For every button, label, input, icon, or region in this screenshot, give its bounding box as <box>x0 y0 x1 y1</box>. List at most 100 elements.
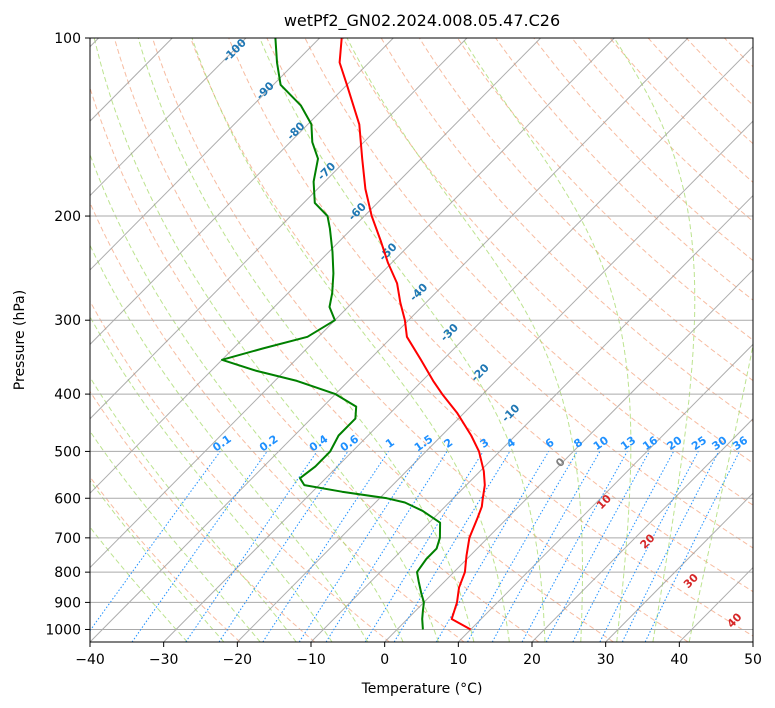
isotherm-line <box>90 38 689 642</box>
isotherm-line <box>236 120 753 642</box>
dry-adiabat-label: -80 <box>284 119 307 142</box>
mixing-ratio-label: 1 <box>383 436 397 451</box>
dry-adiabat-line <box>190 38 753 637</box>
moist-adiabat-line <box>90 315 333 642</box>
mixing-ratio-line <box>185 451 318 642</box>
moist-adiabat-line <box>90 244 369 642</box>
mixing-ratio-line <box>599 451 699 642</box>
moist-adiabat-label: 0 <box>553 455 568 470</box>
y-tick-label: 500 <box>54 444 81 460</box>
temperature-line <box>338 38 486 631</box>
dry-adiabat-line <box>113 38 614 642</box>
dry-adiabat-line <box>647 38 753 145</box>
y-tick-label: 700 <box>54 531 81 547</box>
y-tick-label: 600 <box>54 491 81 507</box>
mixing-ratio-line <box>644 451 741 642</box>
plot-frame <box>89 37 754 643</box>
mixing-ratio-label: 6 <box>543 436 557 451</box>
chart-title: wetPf2_GN02.2024.008.05.47.C26 <box>284 11 560 31</box>
mixing-ratio-line <box>545 451 650 642</box>
isotherm-line <box>310 194 753 642</box>
dry-adiabat-line <box>90 86 540 642</box>
mixing-ratio-line <box>90 451 221 632</box>
mixing-ratio-label: 4 <box>504 436 518 451</box>
isotherm-line <box>163 46 753 642</box>
x-tick-label: 20 <box>523 652 541 668</box>
mixing-ratio-label: 30 <box>710 433 730 453</box>
dry-adiabat-line <box>571 38 753 222</box>
mixing-ratio-line <box>491 451 601 642</box>
dry-adiabat-label: -100 <box>220 36 249 65</box>
dewpoint-line <box>221 38 442 630</box>
background-lines <box>90 38 775 642</box>
moist-adiabat-line <box>346 38 583 642</box>
isotherm-line <box>531 418 753 642</box>
isotherm-line <box>752 641 753 642</box>
mixing-ratio-label: 10 <box>591 433 611 453</box>
mixing-ratio-line <box>298 451 423 642</box>
dry-adiabat-line <box>763 38 775 642</box>
y-axis-label: Pressure (hPa) <box>12 290 28 390</box>
dry-adiabat-line <box>90 390 316 642</box>
dry-adiabat-line <box>342 38 753 464</box>
dry-adiabat-line <box>380 38 753 423</box>
moist-adiabat-line <box>90 526 188 642</box>
mixing-ratio-label: 20 <box>664 433 684 453</box>
dry-adiabat-label: -90 <box>254 79 277 102</box>
mixing-ratio-label: 3 <box>478 436 492 451</box>
mixing-ratio-label: 13 <box>618 434 638 453</box>
y-tick-label: 100 <box>54 31 81 47</box>
dry-adiabat-line <box>533 38 753 262</box>
x-axis-label: Temperature (°C) <box>361 681 483 697</box>
isotherm-line <box>90 38 394 346</box>
y-tick-label: 800 <box>54 565 81 581</box>
isotherm-line <box>457 343 753 642</box>
moist-adiabat-line <box>90 430 261 642</box>
moist-adiabat-line <box>90 376 297 642</box>
dry-adiabat-line <box>724 38 753 68</box>
x-tick-label: 0 <box>380 652 389 668</box>
x-tick-label: 30 <box>597 652 615 668</box>
dry-adiabat-line <box>90 476 241 642</box>
dry-adiabat-line <box>418 38 753 382</box>
mixing-ratio-line <box>218 451 349 642</box>
y-tick-label: 900 <box>54 595 81 611</box>
y-axis-ticks: 100 200 300 400 500 600 700 800 900 1000 <box>45 31 90 638</box>
isotherm-line <box>90 38 541 494</box>
x-tick-label: 50 <box>744 652 762 668</box>
mixing-ratio-line <box>325 451 448 642</box>
dry-adiabat-line <box>90 300 390 642</box>
mixing-ratio-label: 25 <box>689 434 709 453</box>
dry-adiabat-label: -40 <box>407 280 430 303</box>
mixing-ratio-line <box>572 451 675 642</box>
dry-adiabat-line <box>304 38 753 506</box>
mixing-ratio-label: 16 <box>640 433 660 453</box>
mixing-ratio-line <box>621 451 720 642</box>
isotherm-line <box>605 492 753 642</box>
moist-adiabat-line <box>90 479 225 642</box>
isotherm-line <box>90 38 320 271</box>
moist-adiabat-line <box>613 38 696 642</box>
dry-adiabat-line <box>152 38 689 642</box>
moist-adiabat-label: 10 <box>594 492 614 512</box>
y-tick-label: 200 <box>54 209 81 225</box>
mixing-ratio-label: 36 <box>730 433 750 453</box>
isotherm-line <box>384 269 753 642</box>
x-tick-label: 10 <box>449 652 467 668</box>
moist-adiabat-label: 40 <box>725 610 745 630</box>
isotherm-line <box>90 38 247 197</box>
moist-adiabat-line <box>688 342 753 642</box>
x-tick-label: −40 <box>75 652 105 668</box>
mixing-ratio-line <box>364 451 484 642</box>
mixing-ratio-label: 2 <box>442 436 456 451</box>
x-tick-label: 40 <box>670 652 688 668</box>
moist-adiabat-line <box>259 38 546 642</box>
x-tick-label: −10 <box>296 652 326 668</box>
mixing-ratio-line <box>131 451 268 642</box>
isotherm-line <box>90 38 615 569</box>
dry-adiabat-line <box>90 201 465 642</box>
mixing-ratio-line <box>521 451 628 642</box>
line-labels: 0.1 0.2 0.4 0.6 1 1.5 2 3 4 6 8 10 13 16 20 25 30 36-100-… <box>210 36 750 631</box>
moist-adiabat-line <box>137 38 475 642</box>
